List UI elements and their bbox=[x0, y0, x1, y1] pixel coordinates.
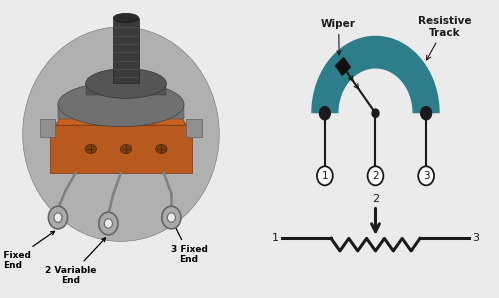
Text: Resistive
Track: Resistive Track bbox=[418, 16, 472, 60]
Circle shape bbox=[368, 166, 383, 185]
Ellipse shape bbox=[120, 145, 132, 153]
Polygon shape bbox=[187, 119, 202, 137]
Ellipse shape bbox=[58, 82, 184, 127]
Circle shape bbox=[104, 219, 112, 228]
Circle shape bbox=[99, 212, 118, 235]
Polygon shape bbox=[311, 36, 440, 113]
Text: 1: 1 bbox=[321, 171, 328, 181]
Ellipse shape bbox=[85, 145, 96, 153]
Circle shape bbox=[317, 166, 333, 185]
Circle shape bbox=[319, 107, 330, 120]
Ellipse shape bbox=[113, 13, 139, 22]
Circle shape bbox=[339, 61, 347, 72]
Circle shape bbox=[421, 107, 432, 120]
Circle shape bbox=[167, 213, 175, 222]
Text: 1 Fixed
End: 1 Fixed End bbox=[0, 231, 54, 270]
Text: 1: 1 bbox=[272, 233, 279, 243]
Polygon shape bbox=[50, 125, 192, 173]
Polygon shape bbox=[113, 18, 139, 83]
Ellipse shape bbox=[22, 27, 219, 241]
Text: 3 Fixed
End: 3 Fixed End bbox=[171, 223, 208, 264]
Circle shape bbox=[162, 206, 181, 229]
Ellipse shape bbox=[156, 145, 167, 153]
Text: 2: 2 bbox=[372, 171, 379, 181]
Polygon shape bbox=[86, 83, 166, 95]
Text: 3: 3 bbox=[472, 233, 479, 243]
Polygon shape bbox=[40, 119, 55, 137]
Text: 3: 3 bbox=[423, 171, 430, 181]
Ellipse shape bbox=[86, 69, 166, 98]
Circle shape bbox=[418, 166, 434, 185]
Polygon shape bbox=[55, 110, 187, 125]
Circle shape bbox=[54, 213, 62, 222]
Polygon shape bbox=[58, 104, 184, 119]
Circle shape bbox=[48, 206, 67, 229]
Polygon shape bbox=[336, 58, 350, 75]
Text: Wiper: Wiper bbox=[321, 19, 356, 55]
Text: 2 Variable
End: 2 Variable End bbox=[45, 238, 105, 285]
Circle shape bbox=[372, 109, 379, 117]
Text: 2: 2 bbox=[372, 194, 379, 204]
